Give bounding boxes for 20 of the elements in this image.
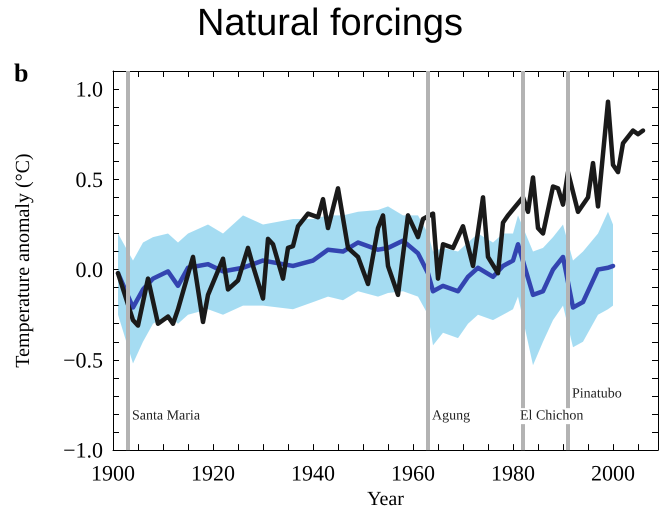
- y-tick-label: 0.5: [76, 166, 103, 192]
- y-tick-label: −0.5: [63, 347, 103, 372]
- ref-line-label: Santa Maria: [132, 408, 201, 424]
- chart-title: Natural forcings: [196, 2, 464, 44]
- text: b: [14, 58, 28, 88]
- x-tick-label: 1920: [191, 460, 235, 486]
- x-tick-label: 1900: [91, 460, 135, 486]
- x-tick-label: 1940: [291, 460, 335, 486]
- y-tick-label: 1.0: [76, 76, 103, 102]
- ref-line-label: El Chichon: [520, 408, 584, 424]
- x-tick-label: 1960: [391, 460, 435, 486]
- line-series: [116, 99, 646, 328]
- y-tick-label: −1.0: [63, 438, 103, 463]
- ref-line-label: Pinatubo: [572, 386, 622, 402]
- x-tick-label: 2000: [591, 460, 635, 486]
- y-axis-title: Temperature anomaly (°C): [12, 153, 34, 368]
- y-tick-label: 0.0: [76, 257, 103, 282]
- x-axis-title: Year: [367, 488, 404, 510]
- x-tick-label: 1980: [491, 460, 535, 486]
- ref-line-label: Agung: [432, 408, 470, 424]
